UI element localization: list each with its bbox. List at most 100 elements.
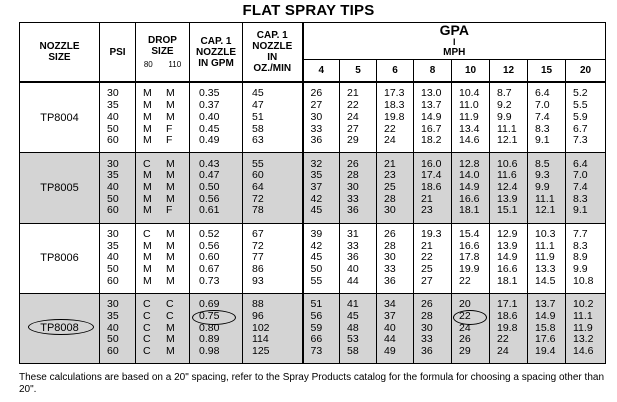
gpa-value: 10.2 [573,298,594,311]
gpa-value: 33 [384,262,396,275]
gpa-value: 36 [384,274,396,287]
gpa-value: 48 [347,321,359,334]
gpa-value: 56 [310,309,323,322]
gpa-cell-5mph: 41 45 48 53 58 [339,292,377,365]
drop-80-label: 80 [143,59,153,69]
drop-80-value: C [143,344,151,357]
nozzle-size-label: TP8006 [40,252,79,265]
psi-value: 60 [107,274,119,287]
gpa-value: 13.3 [535,262,556,275]
gpa-value: 23 [421,204,433,217]
gpa-cell-20mph: 7.7 8.3 8.9 9.9 10.8 [564,222,607,294]
psi-value: 60 [107,344,119,357]
gpa-value: 17.6 [535,333,556,346]
gpa-value: 22 [384,122,396,135]
gpa-value: 10.6 [497,157,518,170]
gpa-value: 11.1 [573,309,593,322]
gpa-value: 30 [384,251,396,264]
oz-value: 63 [252,134,264,147]
gpa-value: 23 [384,169,396,182]
drop-80-value: M [143,122,152,135]
gpa-value: 12.9 [497,227,518,240]
page-title: FLAT SPRAY TIPS [242,2,375,19]
highlight-oval [192,309,236,325]
drop-80-value: M [143,99,152,112]
gpa-value: 22 [459,274,471,287]
gpa-value: 49 [384,344,396,357]
nozzle-size-label: TP8005 [40,181,79,194]
gpa-value: 66 [310,333,323,346]
oz-value: 102 [252,321,270,334]
gpa-value: 32 [310,157,323,170]
gpa-value: 33 [347,192,359,205]
gpa-value: 8.3 [535,122,550,135]
gpa-value: 13.7 [421,99,442,112]
gpa-value: 14.9 [459,181,480,194]
gpa-cell-8mph: 16.0 17.4 18.6 21 23 [413,152,452,224]
oz-value: 86 [252,262,264,275]
gpa-value: 25 [421,262,433,275]
gpa-value: 16.7 [421,122,442,135]
psi-value: 30 [107,87,119,100]
gpa-value: 9.9 [497,110,512,123]
table-row: TP8005 30 35 40 50 60 C M M M M M M M M F 0.43 0.47 0.50 0.… [19,152,607,224]
capacity-oz-cell: 88 96 102 114 125 [242,292,304,365]
drop-80-value: M [143,204,152,217]
highlight-oval [28,318,94,335]
speed-header-8: 8 [413,59,452,83]
gpm-value: 0.52 [199,227,220,240]
oz-value: 45 [252,87,264,100]
gpa-value: 18.2 [421,134,442,147]
gpa-value: 7.3 [573,134,588,147]
gpa-value: 26 [347,157,359,170]
gpa-cell-15mph: 10.3 11.1 11.9 13.3 14.5 [527,222,566,294]
drop-80-value: M [143,251,152,264]
gpa-cell-10mph: 12.8 14.0 14.9 16.6 18.1 [451,152,490,224]
gpa-value: 10.4 [459,87,480,100]
gpa-value: 9.1 [535,134,550,147]
drop-110-value: M [166,333,175,346]
speed-header-15: 15 [527,59,566,83]
gpa-value: 30 [384,204,396,217]
gpa-value: 36 [347,204,359,217]
gpa-value: 11.9 [573,321,593,334]
psi-value: 60 [107,134,119,147]
gpa-value: 10.3 [535,227,556,240]
nozzle-size-label: TP8004 [40,111,79,124]
gpa-value: 28 [347,169,359,182]
psi-cell: 30 35 40 50 60 [99,152,136,224]
gpa-value: 26 [310,87,323,100]
gpa-value: 9.2 [497,99,512,112]
oz-value: 114 [252,333,269,346]
gpa-value: 30 [421,321,433,334]
drop-80-value: C [143,298,151,311]
capacity-oz-cell: 45 47 51 58 63 [242,81,304,154]
gpa-value: 17.4 [421,169,442,182]
drop-80-value: M [143,239,152,252]
gpa-value: 16.6 [497,262,518,275]
psi-value: 35 [107,99,119,112]
drop-80-value: M [143,169,152,182]
gpa-value: 7.0 [573,169,588,182]
gpa-cell-5mph: 31 33 36 40 44 [339,222,377,294]
psi-cell: 30 35 40 50 60 [99,81,136,154]
gpa-cell-6mph: 34 37 40 44 49 [376,292,414,365]
drop-110-value: M [166,321,175,334]
gpa-value: 59 [310,321,323,334]
gpa-cell-12mph: 8.7 9.2 9.9 11.1 12.1 [489,81,528,154]
gpa-cell-10mph: 15.4 16.6 17.8 19.9 22 [451,222,490,294]
gpa-value: 13.9 [497,192,518,205]
gpa-value: 21 [384,157,396,170]
nozzle-size-cell: TP8006 [19,222,100,294]
gpa-value: 26 [421,298,433,311]
gpa-value: 17.1 [497,298,518,311]
gpm-value: 0.60 [199,251,220,264]
gpa-header: GPA I MPH [301,22,607,60]
gpa-value: 37 [310,181,323,194]
drop-110-value: M [166,169,175,182]
gpm-value: 0.89 [199,333,220,346]
gpa-value: 45 [347,309,359,322]
gpa-value: 34 [384,298,396,311]
gpa-value: 21 [421,239,433,252]
